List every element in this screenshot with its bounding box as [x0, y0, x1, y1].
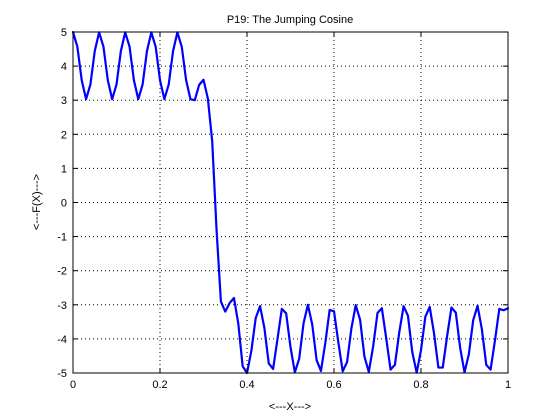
y-tick-label: 3 — [61, 95, 67, 107]
y-tick-labels: -5 -4 -3 -2 -1 0 1 2 3 4 5 — [57, 27, 67, 380]
x-tick-label: 0.4 — [239, 379, 254, 391]
series-layer — [71, 30, 510, 375]
x-tick-label: 0.2 — [152, 379, 167, 391]
y-tick-label: 4 — [61, 61, 67, 73]
x-tick-label: 0 — [70, 379, 76, 391]
y-tick-label: 0 — [61, 198, 67, 210]
y-tick-label: -1 — [57, 232, 67, 244]
y-tick-label: -4 — [57, 334, 67, 346]
plot-area — [73, 32, 508, 373]
chart-title: P19: The Jumping Cosine — [227, 14, 353, 26]
y-tick-label: -5 — [57, 368, 67, 380]
x-tick-label: 0.8 — [413, 379, 428, 391]
x-tick-labels: 0 0.2 0.4 0.6 0.8 1 — [70, 379, 511, 391]
x-tick-label: 0.6 — [326, 379, 341, 391]
y-tick-label: -2 — [57, 266, 67, 278]
x-axis-title: <---X---> — [269, 401, 311, 413]
y-tick-label: 1 — [61, 163, 67, 175]
series-line — [71, 30, 510, 375]
y-tick-label: -3 — [57, 300, 67, 312]
x-tick-label: 1 — [505, 379, 511, 391]
y-tick-label: 5 — [61, 27, 67, 39]
tick-marks — [72, 31, 509, 374]
y-tick-label: 2 — [61, 129, 67, 141]
y-axis-title: <---F(X)---> — [31, 174, 43, 230]
